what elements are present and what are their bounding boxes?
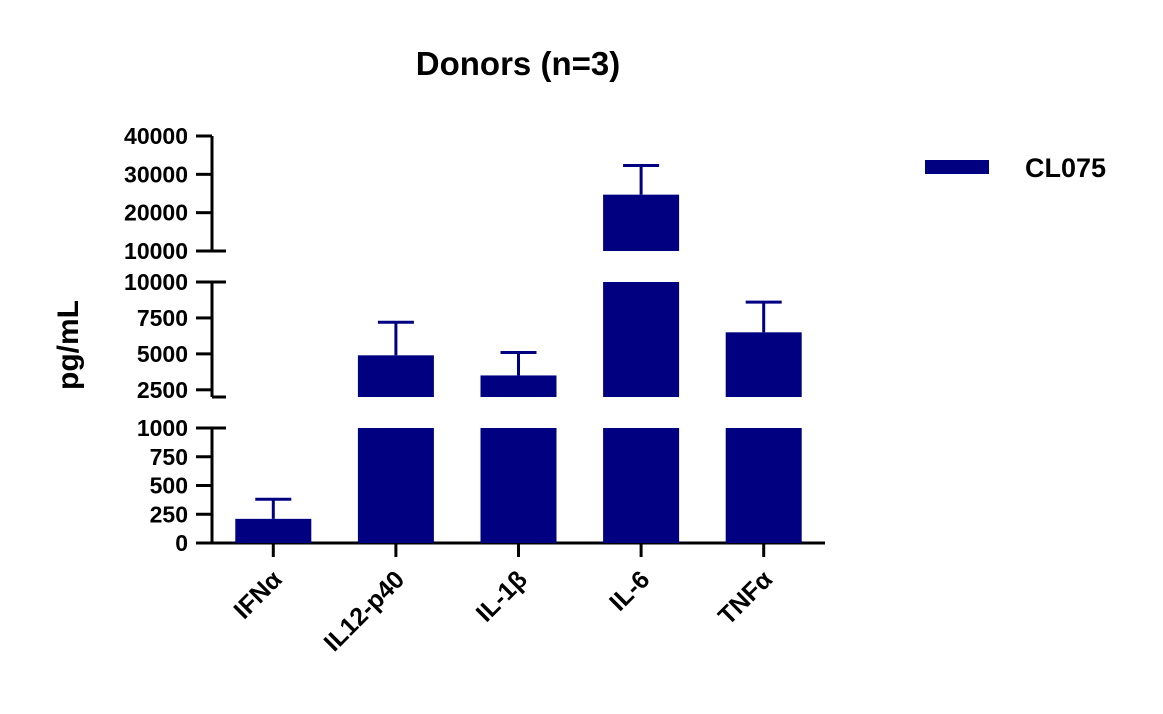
bar	[480, 428, 557, 543]
y-tick-label: 30000	[124, 161, 188, 187]
y-tick-label: 5000	[137, 341, 188, 367]
bar	[725, 332, 802, 397]
x-tick-label: IL-1β	[471, 565, 533, 627]
x-tick-label: IFNα	[228, 565, 288, 625]
legend-label: CL075	[1025, 153, 1106, 183]
y-tick-label: 40000	[124, 123, 188, 149]
bar	[603, 194, 680, 251]
chart-title: Donors (n=3)	[416, 45, 620, 82]
bar	[357, 355, 434, 397]
y-tick-label: 500	[150, 473, 188, 499]
y-tick-label: 20000	[124, 200, 188, 226]
legend-swatch	[925, 160, 989, 174]
y-axis-label: pg/mL	[52, 300, 85, 390]
x-tick-label: IL-6	[604, 565, 655, 616]
x-tick-labels: IFNα IL12-p40 IL-1β IL-6 TNFα	[228, 565, 778, 657]
x-tick-label: IL12-p40	[319, 565, 411, 657]
bar	[603, 428, 680, 543]
x-tick-label: TNFα	[713, 565, 778, 630]
y-tick-label: 10000	[124, 269, 188, 295]
bars	[235, 164, 802, 543]
y-tick-label: 7500	[137, 305, 188, 331]
bar	[603, 282, 680, 397]
y-tick-label: 0	[175, 530, 188, 556]
bar	[357, 428, 434, 543]
bar	[235, 518, 312, 543]
y-tick-label: 10000	[124, 238, 188, 264]
y-tick-label: 1000	[137, 415, 188, 441]
bar	[480, 375, 557, 397]
legend: CL075	[925, 153, 1106, 183]
y-tick-label: 750	[150, 444, 188, 470]
bar	[725, 428, 802, 543]
y-tick-label: 2500	[137, 377, 188, 403]
y-tick-label: 250	[150, 501, 188, 527]
